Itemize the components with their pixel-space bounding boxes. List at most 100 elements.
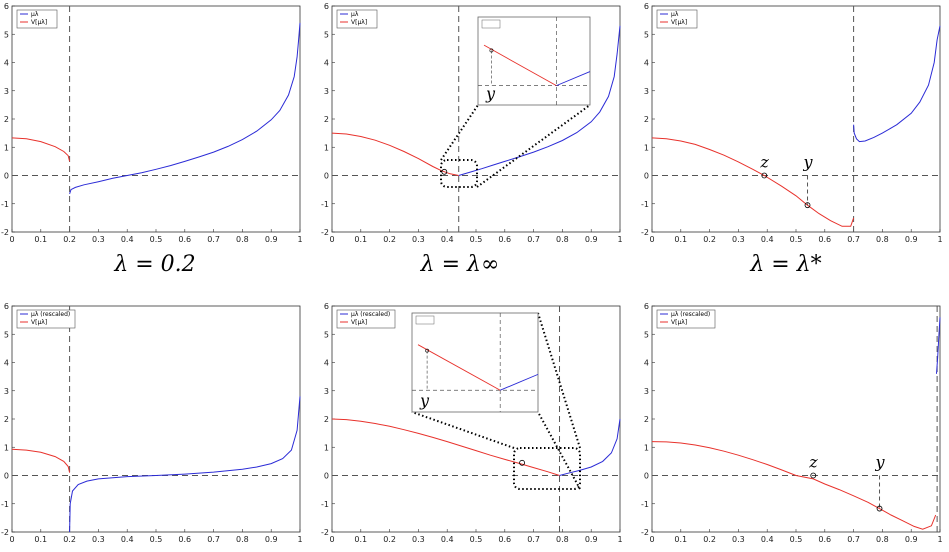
x-tick-label: 0 [649, 235, 654, 244]
x-tick-label: 0.2 [703, 235, 716, 244]
x-tick-label: 0.5 [470, 235, 483, 244]
legend-entry: V[μλ] [671, 19, 687, 26]
x-tick-label: 0.4 [441, 535, 454, 544]
x-tick-label: 0.9 [905, 535, 918, 544]
point-label-y: y [875, 453, 886, 472]
y-tick-label: 2 [324, 115, 329, 124]
x-tick-label: 0.5 [790, 535, 803, 544]
zoom-region [440, 159, 478, 188]
y-tick-label: -2 [321, 228, 329, 237]
point-label-z: z [808, 453, 818, 472]
legend: μλV[μλ] [336, 9, 378, 29]
x-tick-label: 0 [329, 535, 334, 544]
panel-top-right: 0 0.1 0.2 0.3 0.4 0.5 0.6 0.7 0.8 0.9 1 -2 -1 0 1 2 3 4 5 6… [641, 2, 943, 244]
x-tick-label: 0.8 [556, 235, 569, 244]
panel-bottom-left: 0 0.1 0.2 0.3 0.4 0.5 0.6 0.7 0.8 0.9 1 -2 -1 0 1 2 3 4 5 6… [1, 302, 303, 544]
legend-box [336, 309, 396, 329]
y-tick-label: -2 [321, 528, 329, 537]
series-line-red [331, 132, 459, 176]
panel-bottom-middle: 0 0.1 0.2 0.3 0.4 0.5 0.6 0.7 0.8 0.9 1 -2 -1 0 1 2 3 4 5 6… [321, 302, 623, 544]
caption-top-left: λ = 0.2 [113, 252, 195, 277]
x-tick-label: 0.9 [905, 235, 918, 244]
y-tick-label: -1 [321, 500, 329, 509]
inset-label-y: y [485, 84, 496, 103]
legend: μλV[μλ] [656, 9, 698, 29]
x-tick-label: 0.5 [150, 535, 163, 544]
x-tick-label: 0.3 [732, 535, 745, 544]
y-tick-label: 1 [4, 143, 9, 152]
x-tick-label: 0.1 [354, 535, 367, 544]
y-tick-label: 0 [644, 172, 649, 181]
inset-blue-line [500, 373, 539, 391]
x-tick-label: 0.9 [585, 535, 598, 544]
y-tick-label: -1 [641, 500, 649, 509]
zoom-region [513, 447, 581, 490]
y-tick-label: -2 [1, 228, 9, 237]
y-tick-label: 2 [644, 115, 649, 124]
y-tick-label: 2 [644, 415, 649, 424]
legend-box [16, 309, 76, 329]
data-point [810, 472, 817, 479]
y-tick-label: 5 [324, 30, 329, 39]
y-tick-label: -1 [1, 500, 9, 509]
y-tick-label: 0 [644, 472, 649, 481]
legend-entry: V[μλ] [31, 319, 47, 326]
y-tick-label: 4 [4, 359, 9, 368]
x-tick-label: 0.6 [178, 535, 191, 544]
x-tick-label: 0.7 [207, 535, 220, 544]
inset-box [411, 312, 539, 413]
x-tick-label: 0.4 [761, 235, 774, 244]
legend-entry: μλ (rescaled) [671, 311, 710, 318]
y-tick-label: -1 [641, 200, 649, 209]
axes-box [651, 305, 941, 533]
x-tick-label: 0.1 [674, 235, 687, 244]
series-line-blue [69, 396, 301, 533]
x-tick-label: 0.8 [236, 235, 249, 244]
inset-box [477, 16, 591, 106]
series-line-red [651, 137, 855, 227]
legend-entry: μλ (rescaled) [351, 311, 390, 318]
y-tick-label: 4 [324, 59, 329, 68]
x-tick-label: 0.1 [34, 535, 47, 544]
x-tick-label: 0.9 [265, 535, 278, 544]
y-tick-label: 3 [4, 87, 9, 96]
inset-blue-line [556, 71, 591, 87]
x-tick-label: 0.3 [92, 535, 105, 544]
panel-top-left: 0 0.1 0.2 0.3 0.4 0.5 0.6 0.7 0.8 0.9 1 -2 -1 0 1 2 3 4 5 6… [1, 2, 303, 244]
y-tick-label: 0 [324, 472, 329, 481]
y-tick-label: 3 [324, 87, 329, 96]
y-tick-label: 3 [644, 87, 649, 96]
series-line-blue [458, 25, 621, 176]
x-tick-label: 0.1 [354, 235, 367, 244]
y-tick-label: 2 [4, 415, 9, 424]
x-tick-label: 0 [9, 535, 14, 544]
series-line-blue [853, 25, 941, 143]
legend-entry: μλ (rescaled) [31, 311, 70, 318]
y-tick-label: 0 [4, 172, 9, 181]
x-tick-label: 0.2 [63, 535, 76, 544]
x-tick-label: 0 [9, 235, 14, 244]
y-tick-label: 5 [644, 330, 649, 339]
inset-point [425, 348, 430, 353]
x-tick-label: 0.7 [847, 235, 860, 244]
x-tick-label: 0.8 [556, 535, 569, 544]
series-line-red [11, 448, 71, 473]
x-tick-label: 0 [649, 535, 654, 544]
x-tick-label: 0.6 [178, 235, 191, 244]
inset-red-line [417, 344, 501, 391]
axes-box [11, 5, 301, 233]
x-tick-label: 0.3 [92, 235, 105, 244]
x-tick-label: 0.8 [876, 235, 889, 244]
legend-entry: V[μλ] [351, 319, 367, 326]
y-tick-label: -1 [1, 200, 9, 209]
x-tick-label: 1 [297, 235, 302, 244]
x-tick-label: 0.6 [818, 535, 831, 544]
x-tick-label: 0.2 [703, 535, 716, 544]
inset-legend [415, 315, 435, 325]
series-line-blue [936, 317, 941, 374]
legend-entry: μλ [31, 11, 39, 18]
inset-label-y: y [419, 391, 430, 410]
legend-entry: V[μλ] [671, 319, 687, 326]
x-tick-label: 0 [329, 235, 334, 244]
